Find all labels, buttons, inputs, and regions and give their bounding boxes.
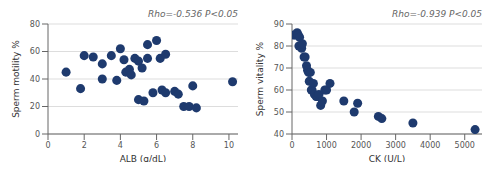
svg-text:8: 8 (190, 141, 195, 150)
svg-text:4000: 4000 (420, 141, 440, 150)
svg-text:CK (U/L): CK (U/L) (369, 154, 406, 162)
svg-text:40: 40 (30, 75, 40, 84)
html-text:Rho=-0.939 P<0.05: Rho=-0.939 P<0.05 (392, 9, 482, 19)
svg-text:ALB (g/dL): ALB (g/dL) (120, 154, 167, 162)
svg-text:Sperm vitality %: Sperm vitality % (255, 41, 265, 116)
svg-text:4: 4 (118, 141, 123, 150)
svg-text:80: 80 (274, 42, 284, 51)
svg-text:Sperm motility %: Sperm motility % (11, 40, 21, 118)
svg-text:50: 50 (274, 108, 284, 117)
svg-text:2: 2 (82, 141, 87, 150)
svg-text:80: 80 (30, 20, 40, 29)
svg-text:5000: 5000 (455, 141, 475, 150)
html-text:Rho=-0.536 P<0.05: Rho=-0.536 P<0.05 (148, 9, 238, 19)
svg-text:10: 10 (224, 141, 234, 150)
svg-text:6: 6 (154, 141, 159, 150)
svg-text:90: 90 (274, 20, 284, 29)
svg-text:1000: 1000 (316, 141, 336, 150)
svg-text:0: 0 (35, 130, 40, 139)
svg-text:20: 20 (30, 102, 40, 111)
svg-text:3000: 3000 (385, 141, 405, 150)
svg-text:60: 60 (30, 47, 40, 56)
svg-text:2000: 2000 (351, 141, 371, 150)
svg-text:60: 60 (274, 86, 284, 95)
svg-text:0: 0 (45, 141, 50, 150)
svg-text:40: 40 (274, 130, 284, 139)
svg-text:70: 70 (274, 64, 284, 73)
svg-text:0: 0 (289, 141, 294, 150)
